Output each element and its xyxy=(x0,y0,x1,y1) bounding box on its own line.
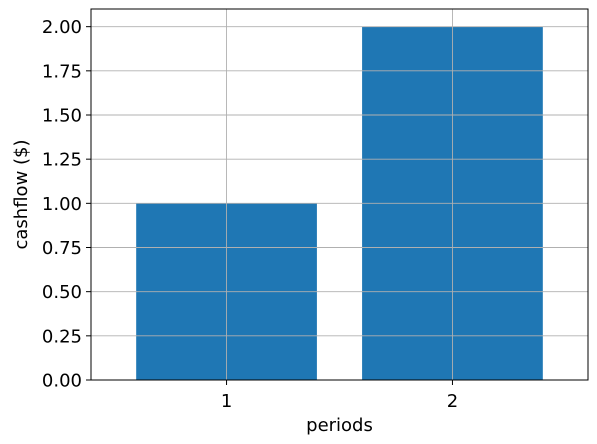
y-tick-label: 1.75 xyxy=(42,61,82,82)
y-tick-label: 2.00 xyxy=(42,17,82,38)
y-tick-label: 1.50 xyxy=(42,106,82,127)
y-axis-label: cashflow ($) xyxy=(11,139,32,249)
y-tick-label: 0.50 xyxy=(42,282,82,303)
x-axis-label: periods xyxy=(306,415,373,436)
y-tick-label: 0.00 xyxy=(42,371,82,392)
y-tick-label: 0.25 xyxy=(42,326,82,347)
y-axis-ticks: 0.00 0.25 0.50 0.75 1.00 1.25 1.50 1.75 2.00 xyxy=(42,17,91,391)
x-tick-label: 2 xyxy=(447,391,458,412)
x-tick-label: 1 xyxy=(221,391,232,412)
y-tick-label: 1.00 xyxy=(42,194,82,215)
y-tick-label: 1.25 xyxy=(42,150,82,171)
y-tick-label: 0.75 xyxy=(42,238,82,259)
